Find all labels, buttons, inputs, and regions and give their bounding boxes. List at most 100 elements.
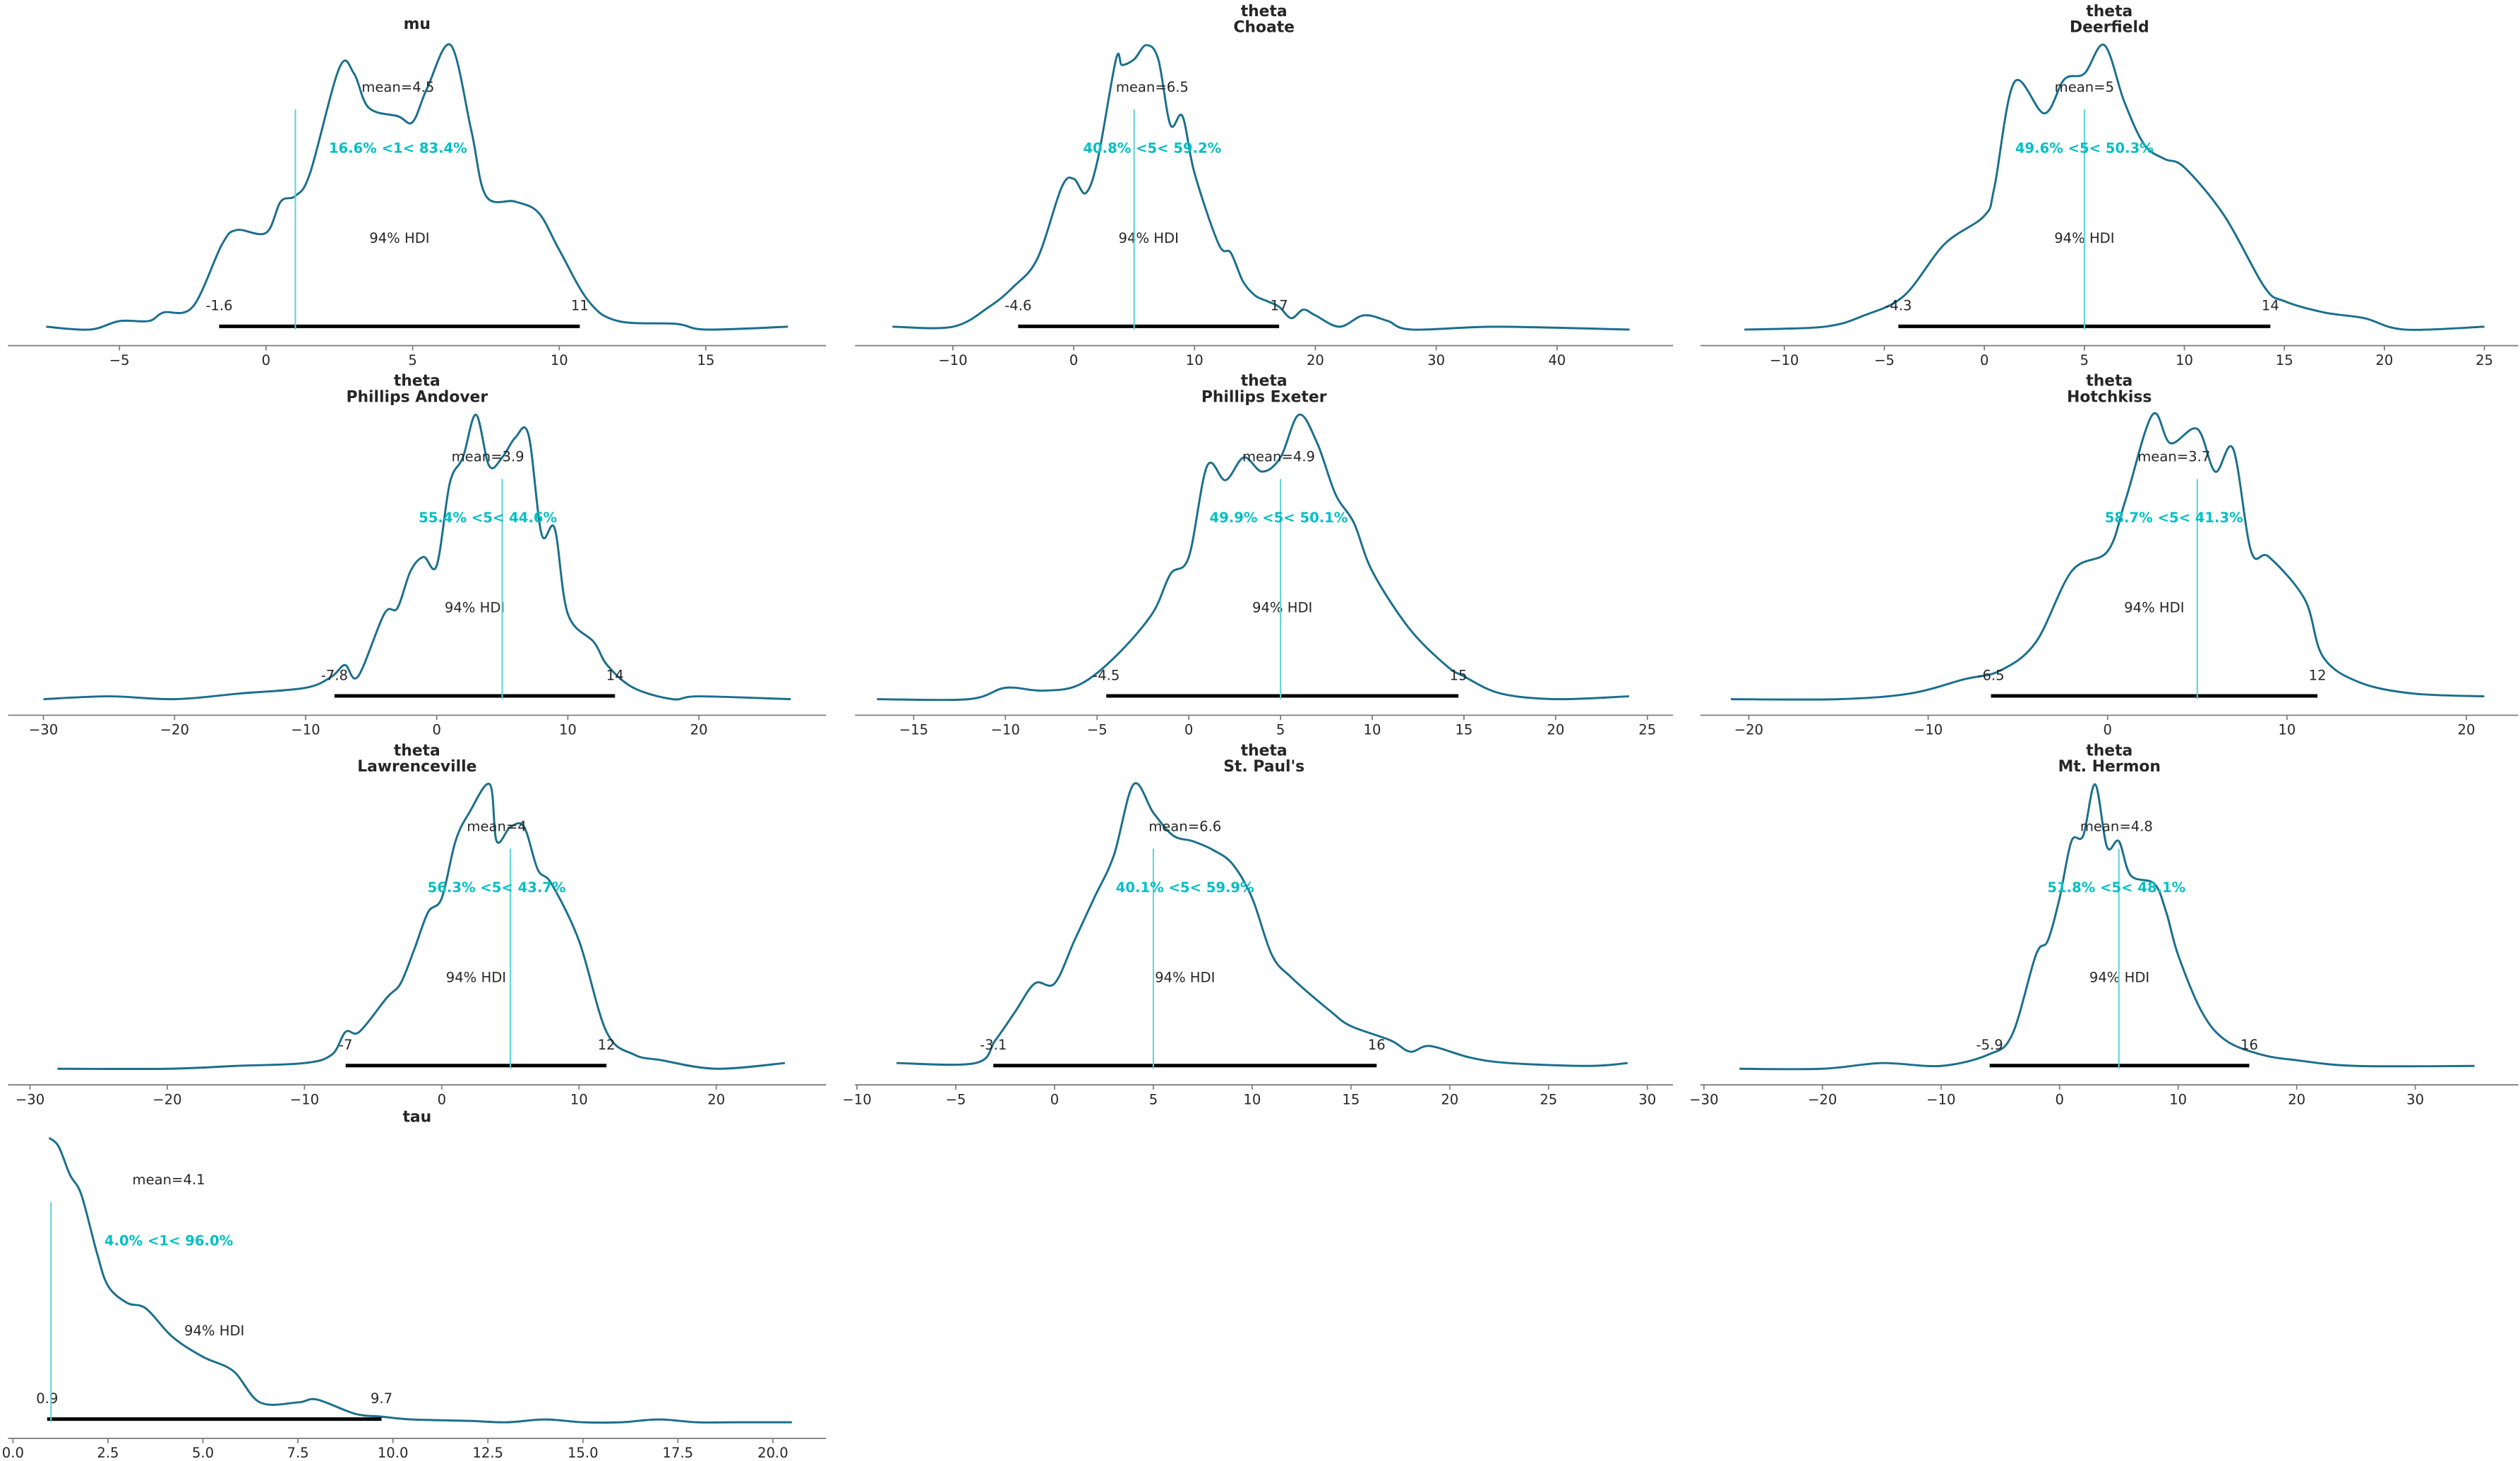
kde-curve (43, 414, 791, 701)
mean-label: mean=4.1 (133, 1172, 205, 1188)
hdi-lower-label: -7.8 (321, 667, 348, 683)
hdi-label: 94% HDI (184, 1323, 244, 1339)
reference-probability-label: 55.4% <5< 44.6% (419, 510, 557, 526)
subplot-title: mu (404, 16, 431, 33)
x-tick-label: −20 (1808, 1091, 1837, 1107)
kde-curve (896, 782, 1628, 1067)
hdi-label: 94% HDI (2124, 600, 2184, 616)
kde-curve (48, 1136, 792, 1424)
x-tick-label: 10.0 (378, 1445, 409, 1461)
x-tick-label: −30 (1689, 1091, 1718, 1107)
kde-curve (1731, 411, 2485, 701)
subplot-subtitle: Mt. Hermon (2058, 758, 2161, 776)
reference-probability-label: 49.9% <5< 50.1% (1210, 510, 1348, 526)
hdi-upper-label: 16 (1368, 1037, 1386, 1053)
reference-probability-label: 56.3% <5< 43.7% (428, 879, 566, 896)
x-tick-label: 2.5 (97, 1445, 119, 1461)
x-tick-label: 0 (438, 1091, 446, 1107)
hdi-upper-label: 9.7 (371, 1390, 392, 1407)
hdi-upper-label: 16 (2240, 1037, 2258, 1053)
x-tick-label: −5 (946, 1091, 966, 1107)
x-tick-label: −10 (991, 722, 1020, 738)
x-tick-label: 12.5 (472, 1445, 503, 1461)
x-tick-label: 0 (432, 722, 440, 738)
x-tick-label: 5 (408, 352, 416, 368)
x-tick-label: −10 (1926, 1091, 1955, 1107)
x-tick-label: −30 (16, 1091, 44, 1107)
x-tick-label: −10 (291, 722, 320, 738)
subplot-subtitle: Phillips Exeter (1201, 388, 1327, 406)
x-tick-label: 25 (1540, 1091, 1557, 1107)
x-tick-label: 25 (1638, 722, 1656, 738)
x-tick-label: −5 (1087, 722, 1108, 738)
x-tick-label: 0 (1050, 1091, 1059, 1107)
hdi-upper-label: 14 (2262, 298, 2279, 314)
kde-curve (892, 44, 1630, 331)
x-tick-label: −10 (1770, 352, 1799, 368)
mean-label: mean=5 (2055, 79, 2114, 95)
x-tick-label: 20 (1547, 722, 1564, 738)
hdi-upper-label: 15 (1450, 667, 1468, 683)
hdi-upper-label: 12 (598, 1037, 616, 1053)
x-tick-label: 10 (2278, 722, 2296, 738)
subplot-title: theta (1241, 742, 1288, 759)
hdi-label: 94% HDI (369, 230, 429, 246)
kde-curve (1739, 783, 2475, 1071)
x-tick-label: 10 (2169, 1091, 2187, 1107)
hdi-upper-label: 17 (1271, 298, 1288, 314)
subplot-title: theta (2086, 742, 2132, 759)
hdi-label: 94% HDI (1252, 600, 1312, 616)
x-tick-label: 15.0 (568, 1445, 599, 1461)
mean-label: mean=3.9 (452, 449, 524, 465)
reference-probability-label: 40.1% <5< 59.9% (1116, 879, 1254, 896)
hdi-upper-label: 14 (606, 667, 624, 683)
x-tick-label: 20 (2288, 1091, 2305, 1107)
hdi-lower-label: -1.6 (205, 298, 232, 314)
x-tick-label: −10 (290, 1091, 319, 1107)
subplot-subtitle: St. Paul's (1223, 758, 1304, 776)
reference-probability-label: 51.8% <5< 48.1% (2047, 879, 2185, 896)
subplot-subtitle: Choate (1233, 19, 1295, 37)
subplot-title: tau (402, 1108, 431, 1126)
hdi-lower-label: -4.5 (1093, 667, 1120, 683)
x-tick-label: 20 (1307, 352, 1324, 368)
x-tick-label: 0 (1980, 352, 1988, 368)
mean-label: mean=3.7 (2137, 449, 2210, 465)
hdi-upper-label: 12 (2309, 667, 2327, 683)
hdi-lower-label: -4.6 (1004, 298, 1031, 314)
x-tick-label: 10 (570, 1091, 588, 1107)
x-tick-label: 30 (1427, 352, 1445, 368)
x-tick-label: 20 (2458, 722, 2476, 738)
x-tick-label: 5 (1276, 722, 1285, 738)
subplot-tau: tau 0.0 2.5 5.0 7.5 10.0 12.5 15.0 17.5 20.0 0.9 9.… (2, 1108, 827, 1461)
x-tick-label: 15 (2276, 352, 2293, 368)
x-tick-label: 10 (559, 722, 577, 738)
hdi-lower-label: -7 (339, 1037, 353, 1053)
mean-label: mean=4.8 (2080, 818, 2153, 834)
x-tick-label: 25 (2476, 352, 2493, 368)
x-tick-label: 0 (262, 352, 270, 368)
x-tick-label: −10 (938, 352, 967, 368)
x-tick-label: 10 (1364, 722, 1381, 738)
subplot-subtitle: Hotchkiss (2067, 388, 2152, 406)
x-tick-label: 30 (1638, 1091, 1656, 1107)
reference-probability-label: 40.8% <5< 59.2% (1083, 140, 1221, 156)
x-tick-label: 15 (1342, 1091, 1360, 1107)
x-tick-label: 15 (1455, 722, 1472, 738)
reference-probability-label: 49.6% <5< 50.3% (2015, 140, 2154, 156)
x-tick-label: 0 (2104, 722, 2112, 738)
kde-curve (57, 783, 786, 1071)
x-tick-label: 30 (2406, 1091, 2424, 1107)
reference-probability-label: 4.0% <1< 96.0% (104, 1233, 233, 1249)
x-tick-label: 40 (1548, 352, 1566, 368)
hdi-label: 94% HDI (1119, 230, 1179, 246)
x-tick-label: 15 (697, 352, 715, 368)
